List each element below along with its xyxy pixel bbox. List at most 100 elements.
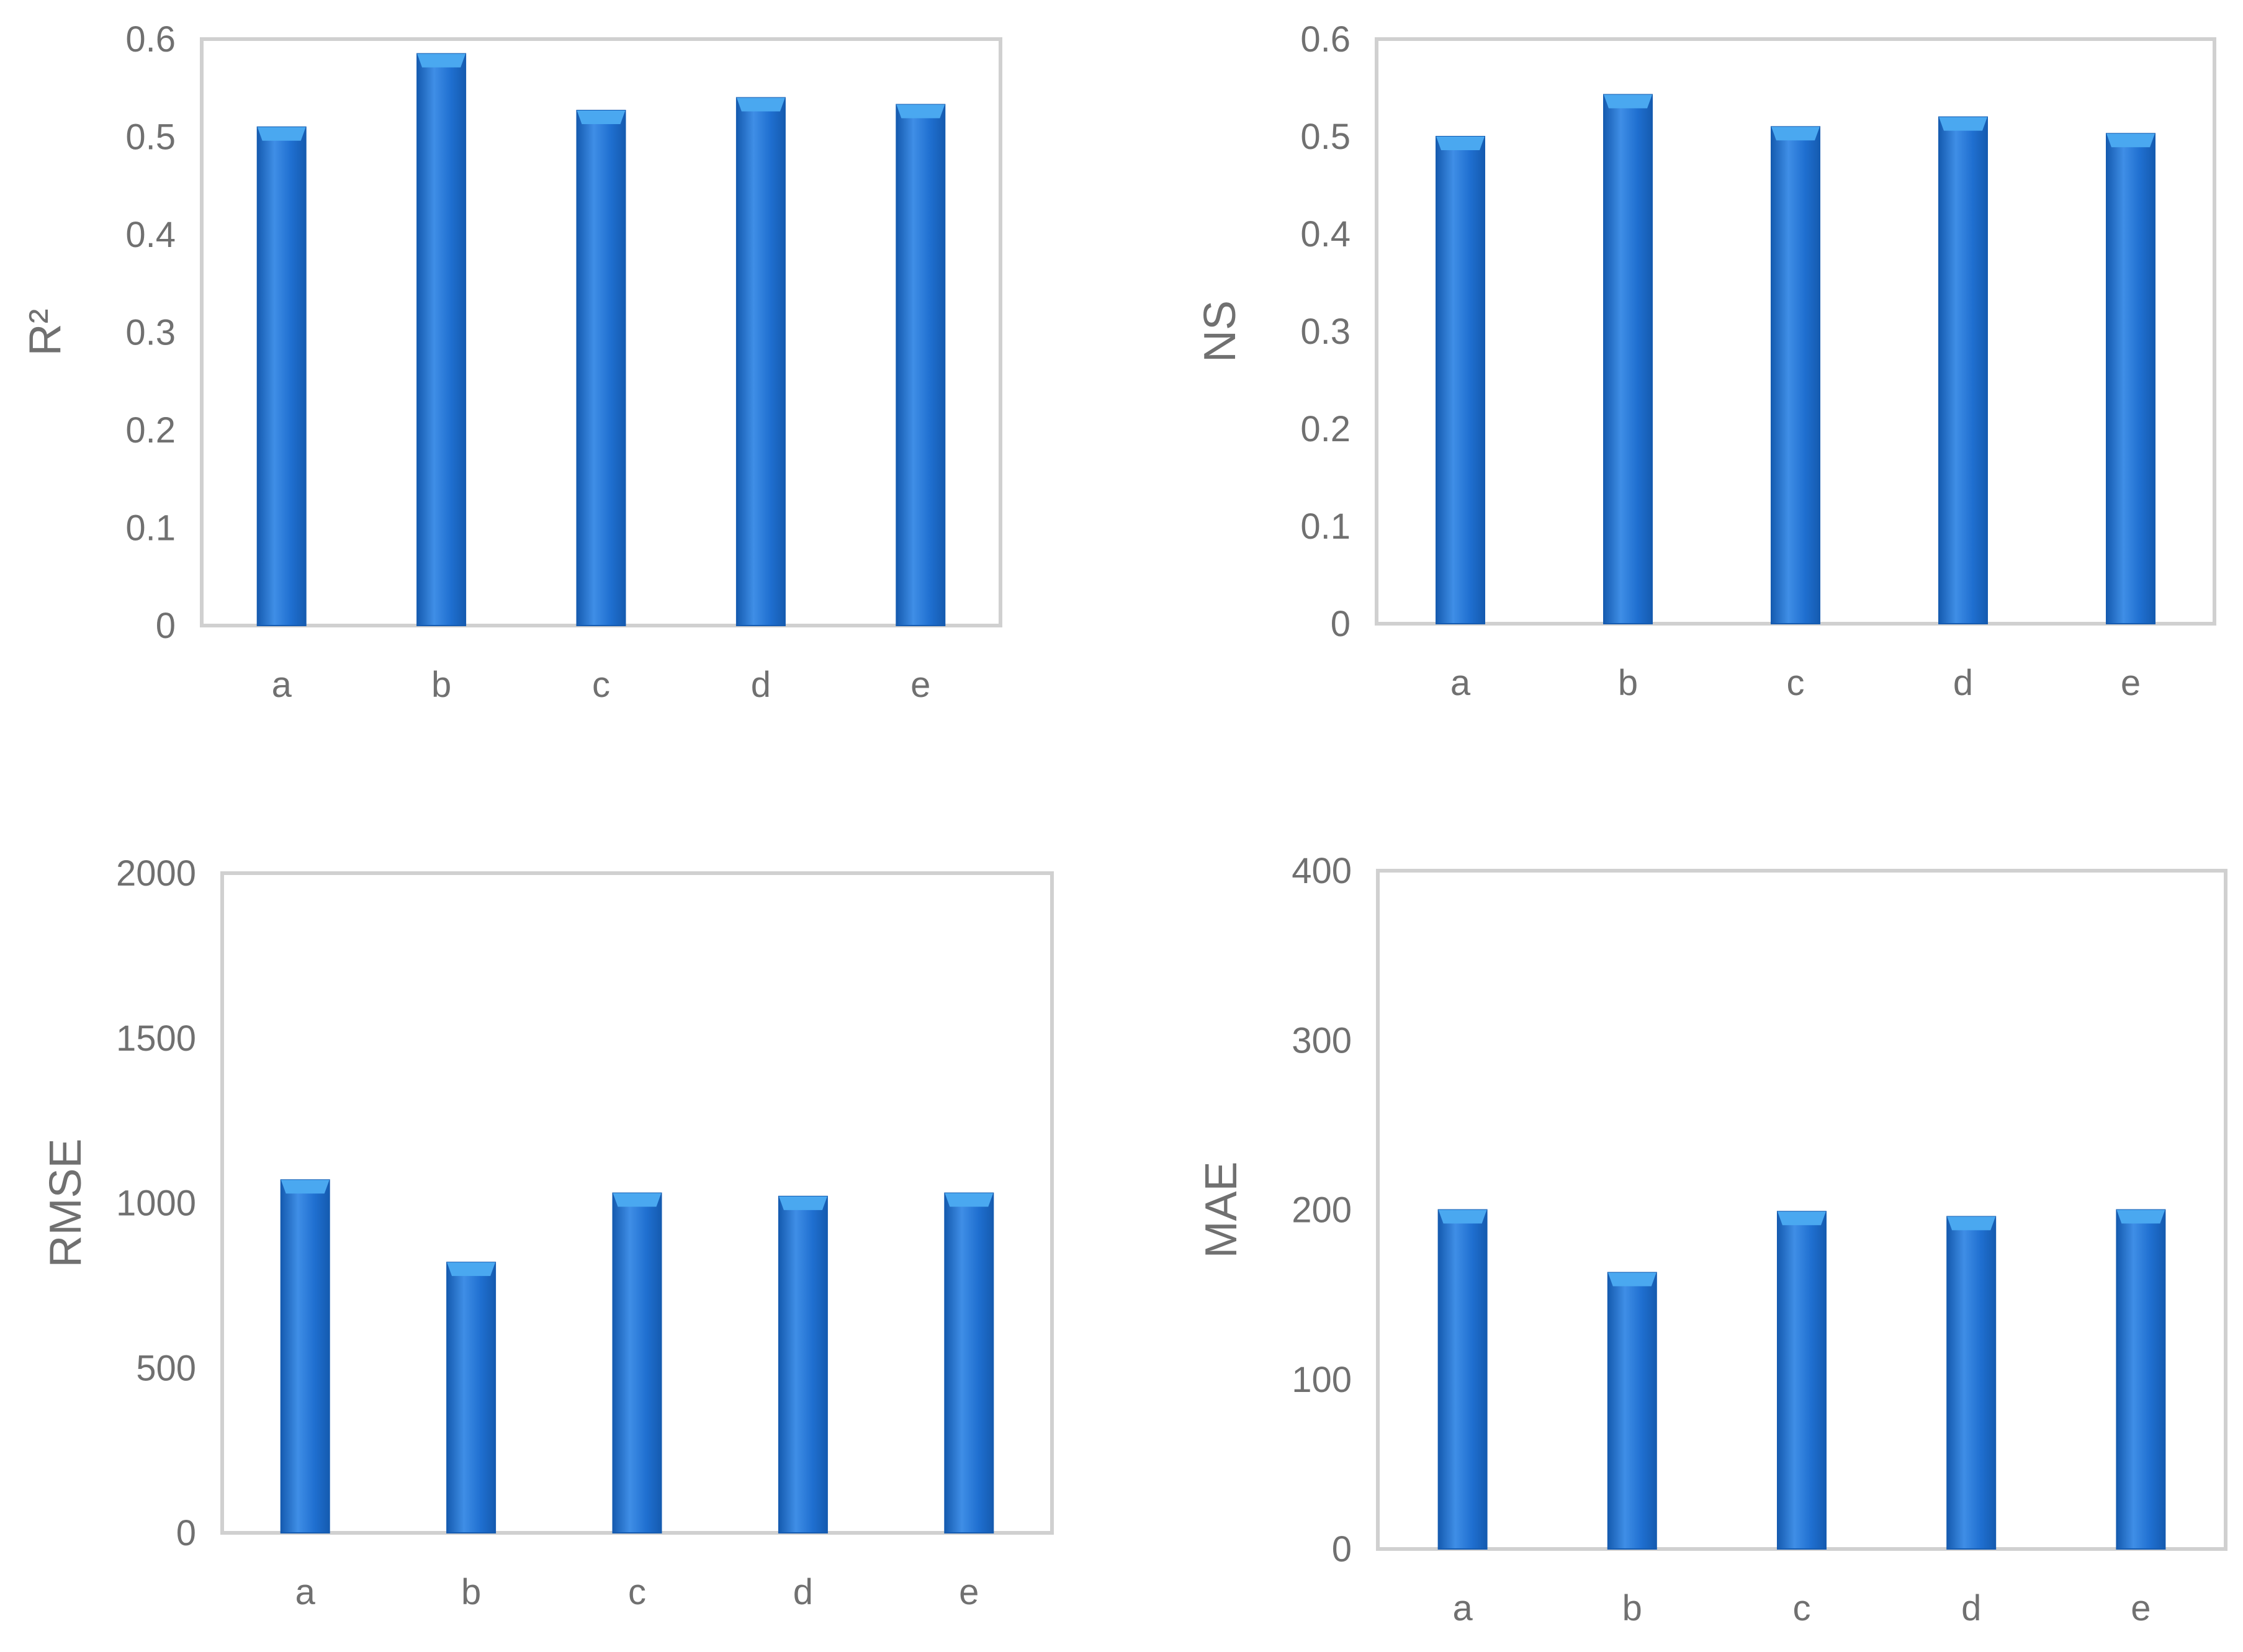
bar-e xyxy=(2116,1209,2166,1550)
bar-cap xyxy=(945,1193,994,1207)
bar-c xyxy=(576,109,626,627)
x-tick-label: b xyxy=(1622,1588,1642,1628)
bar-cap xyxy=(257,127,306,141)
y-tick-label: 2000 xyxy=(116,853,196,894)
bar-cap xyxy=(778,1196,827,1210)
bar-body xyxy=(778,1195,828,1533)
bar-cap xyxy=(613,1193,662,1207)
y-tick-label: 0.6 xyxy=(1300,19,1351,60)
bar-cap xyxy=(2106,133,2155,148)
x-tick-label: d xyxy=(793,1572,813,1612)
x-tick-label: e xyxy=(2121,663,2141,703)
y-tick-label: 0.1 xyxy=(1300,506,1351,547)
x-tick-label: b xyxy=(1618,663,1638,703)
bar-body xyxy=(1603,94,1653,625)
y-tick-label: 0.2 xyxy=(1300,409,1351,449)
x-tick-label: a xyxy=(272,665,292,705)
bar-body xyxy=(735,97,786,626)
chart-panel-ns: 0 0.1 0.2 0.3 0.4 0.5 0.6 NS a b c d e xyxy=(1195,19,2216,703)
y-axis-label: RMSE xyxy=(41,1138,91,1267)
y-tick-label: 400 xyxy=(1292,851,1352,891)
bar-a xyxy=(1437,1209,1488,1550)
x-tick-label: a xyxy=(1452,1588,1473,1628)
bar-c xyxy=(612,1192,662,1534)
bar-body xyxy=(944,1192,994,1534)
bar-cap xyxy=(417,53,466,68)
bar-body xyxy=(446,1262,497,1534)
bar-cap xyxy=(447,1262,496,1277)
y-tick-label: 0.5 xyxy=(1300,117,1351,157)
chart-panel-rmse: 0 500 1000 1500 2000 RMSE a b c d e xyxy=(41,853,1054,1612)
bar-cap xyxy=(1947,1216,1996,1231)
y-tick-label: 0.1 xyxy=(125,508,176,549)
bar-body xyxy=(1938,116,1988,625)
y-axis-label: NS xyxy=(1195,300,1245,362)
y-tick-label: 0.6 xyxy=(125,19,176,60)
bar-cap xyxy=(1436,137,1485,150)
bar-c xyxy=(1777,1211,1827,1550)
x-tick-label: c xyxy=(628,1572,646,1612)
bar-cap xyxy=(1607,1272,1656,1286)
y-tick-label: 1500 xyxy=(116,1018,196,1059)
y-tick-label: 0.3 xyxy=(1300,312,1351,352)
bar-body xyxy=(1946,1216,1997,1550)
y-tick-label: 0.5 xyxy=(125,117,176,158)
bar-a xyxy=(280,1179,330,1534)
bar-cap xyxy=(577,110,626,124)
bar-cap xyxy=(736,97,785,112)
x-tick-label: b xyxy=(461,1572,481,1612)
x-tick-label: e xyxy=(959,1572,979,1612)
bar-e xyxy=(2106,133,2155,625)
bar-e xyxy=(896,104,946,626)
x-tick-label: c xyxy=(1787,663,1805,703)
y-tick-label: 500 xyxy=(136,1348,196,1388)
bar-body xyxy=(612,1192,662,1534)
bar-b xyxy=(446,1262,497,1534)
bar-body xyxy=(1771,126,1820,625)
bar-d xyxy=(1938,116,1988,625)
x-tick-label: c xyxy=(592,665,610,705)
x-tick-label: d xyxy=(751,665,771,705)
x-tick-label: e xyxy=(910,665,930,705)
y-tick-label: 1000 xyxy=(116,1183,196,1224)
bar-body xyxy=(896,104,946,626)
bar-body xyxy=(1437,1209,1488,1550)
bar-body xyxy=(2106,133,2155,625)
bar-cap xyxy=(1438,1210,1487,1224)
y-tick-label: 0 xyxy=(1331,604,1351,644)
bar-e xyxy=(944,1192,994,1534)
y-tick-label: 300 xyxy=(1292,1020,1352,1061)
y-tick-label: 0.2 xyxy=(125,410,176,451)
bar-cap xyxy=(896,104,945,119)
y-tick-label: 200 xyxy=(1292,1190,1352,1231)
bar-b xyxy=(416,53,467,626)
chart-panel-r2: 0 0.1 0.2 0.3 0.4 0.5 0.6 R² a b c d e xyxy=(20,19,1002,705)
bar-cap xyxy=(2116,1210,2165,1224)
x-tick-label: d xyxy=(1953,663,1973,703)
y-tick-label: 0.3 xyxy=(125,313,176,353)
bar-body xyxy=(256,126,307,626)
y-tick-label: 100 xyxy=(1292,1360,1352,1400)
x-tick-label: d xyxy=(1961,1588,1981,1628)
y-tick-label: 0 xyxy=(1332,1529,1352,1569)
x-tick-label: a xyxy=(1450,663,1471,703)
y-tick-label: 0 xyxy=(156,606,176,646)
bar-d xyxy=(1946,1216,1997,1550)
bar-b xyxy=(1607,1272,1657,1550)
bar-cap xyxy=(281,1180,330,1194)
bar-cap xyxy=(1939,117,1987,131)
x-tick-label: b xyxy=(431,665,451,705)
bar-a xyxy=(256,126,307,626)
bar-cap xyxy=(1771,127,1820,141)
bar-b xyxy=(1603,94,1653,625)
x-tick-label: c xyxy=(1793,1588,1811,1628)
bar-body xyxy=(576,109,626,627)
bar-d xyxy=(778,1195,828,1533)
x-tick-label: e xyxy=(2131,1588,2151,1628)
bar-body xyxy=(1436,136,1485,624)
y-axis-label: R² xyxy=(20,309,70,356)
bar-body xyxy=(1607,1272,1657,1550)
bar-d xyxy=(735,97,786,626)
bar-body xyxy=(280,1179,330,1534)
